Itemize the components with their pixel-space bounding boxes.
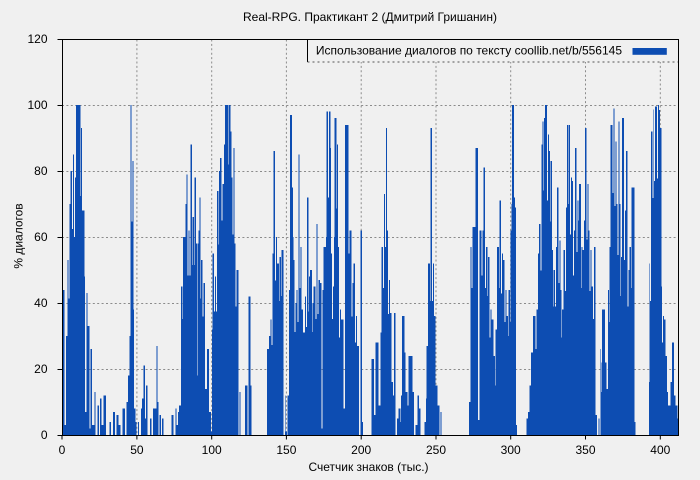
- svg-text:400: 400: [650, 443, 670, 457]
- svg-text:Real-RPG. Практикант 2 (Дмитри: Real-RPG. Практикант 2 (Дмитрий Гришанин…: [243, 10, 497, 24]
- svg-text:80: 80: [34, 164, 48, 178]
- svg-text:100: 100: [27, 98, 47, 112]
- svg-text:0: 0: [41, 428, 48, 442]
- svg-text:50: 50: [130, 443, 144, 457]
- svg-text:Использование диалогов по текс: Использование диалогов по тексту coollib…: [316, 43, 622, 57]
- svg-text:60: 60: [34, 230, 48, 244]
- svg-text:20: 20: [34, 362, 48, 376]
- svg-text:40: 40: [34, 296, 48, 310]
- svg-text:0: 0: [59, 443, 66, 457]
- svg-text:100: 100: [202, 443, 222, 457]
- svg-text:250: 250: [426, 443, 446, 457]
- svg-text:350: 350: [575, 443, 595, 457]
- svg-text:200: 200: [351, 443, 371, 457]
- svg-text:Счетчик знаков (тыс.): Счетчик знаков (тыс.): [308, 460, 428, 474]
- svg-text:% диалогов: % диалогов: [12, 203, 26, 268]
- svg-text:120: 120: [27, 32, 47, 46]
- svg-text:300: 300: [501, 443, 521, 457]
- svg-text:150: 150: [276, 443, 296, 457]
